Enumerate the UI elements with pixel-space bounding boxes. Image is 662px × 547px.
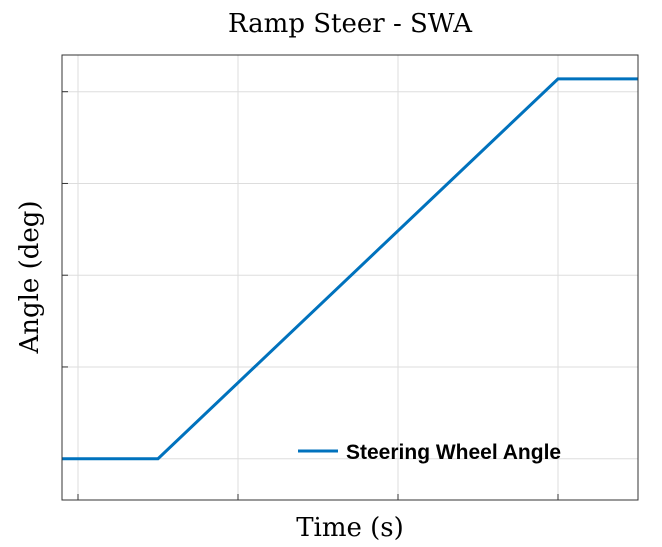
x-axis-label: Time (s) — [296, 513, 404, 543]
legend-label: Steering Wheel Angle — [346, 441, 561, 464]
axes-box — [61, 54, 639, 501]
plot-area — [62, 77, 638, 461]
data-line — [62, 77, 638, 461]
legend: Steering Wheel Angle — [298, 441, 561, 464]
chart-title: Ramp Steer - SWA — [228, 9, 473, 39]
y-axis-label: Angle (deg) — [15, 200, 45, 354]
